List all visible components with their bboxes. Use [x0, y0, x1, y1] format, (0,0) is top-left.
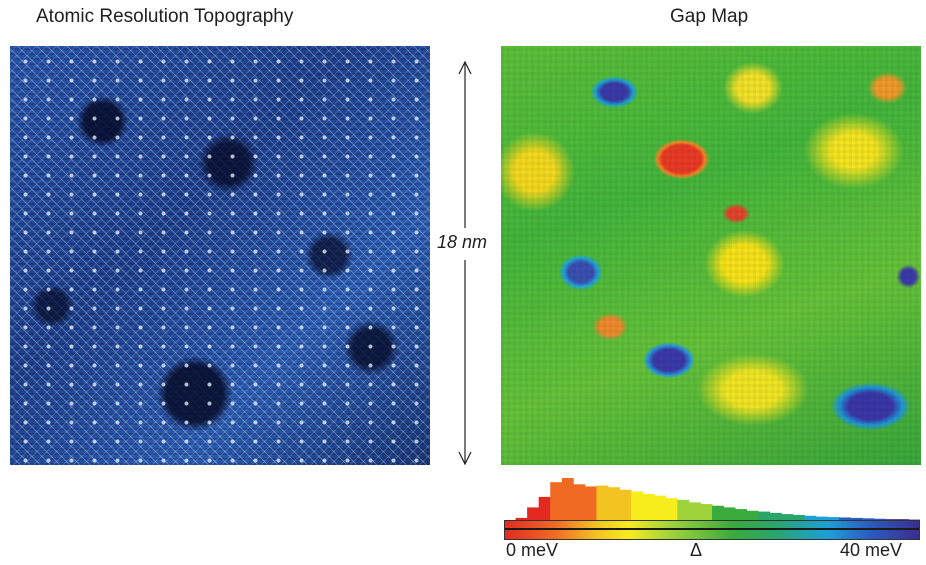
topography-title: Atomic Resolution Topography — [36, 6, 294, 27]
histogram-bar — [781, 514, 794, 520]
histogram-bar — [804, 515, 817, 520]
gap-map-title: Gap Map — [670, 6, 749, 27]
colorbar-max-label: 40 meV — [840, 540, 903, 560]
histogram-bar — [561, 478, 574, 520]
histogram-bar — [862, 518, 875, 520]
colorbar-min-label: 0 meV — [506, 540, 559, 560]
histogram-bar — [515, 517, 528, 520]
histogram-bar — [642, 493, 655, 520]
histogram-bar — [873, 518, 886, 520]
histogram-bar — [792, 514, 805, 520]
histogram-bar — [631, 491, 644, 520]
histogram-bar — [896, 519, 909, 520]
histogram-bar — [700, 504, 713, 520]
histogram-bar — [885, 519, 898, 520]
scale-label: 18 nm — [437, 232, 488, 252]
histogram-bar — [850, 517, 863, 520]
histogram-bar — [723, 507, 736, 520]
histogram-bar — [677, 499, 690, 520]
colorbar-mid-label: Δ — [690, 540, 703, 560]
histogram-bar — [608, 487, 620, 520]
histogram-bar — [654, 495, 667, 520]
histogram-bar — [712, 505, 724, 520]
gap-map-image — [501, 46, 921, 465]
histogram-bar — [746, 510, 759, 520]
histogram-bar — [665, 498, 678, 520]
histogram-bar — [619, 489, 632, 520]
histogram-bar — [816, 516, 828, 520]
scale-arrow — [458, 60, 472, 466]
histogram-bar — [573, 484, 586, 520]
gap-histogram — [515, 478, 920, 520]
histogram-bar — [596, 485, 609, 520]
histogram-bar — [538, 496, 551, 520]
histogram-bar — [550, 482, 563, 520]
histogram-bar — [758, 511, 771, 520]
histogram-bar — [735, 509, 748, 520]
histogram-bar — [527, 507, 540, 520]
histogram-bar — [827, 517, 840, 520]
histogram-bar — [839, 517, 852, 520]
colorbar-axis — [505, 528, 919, 530]
topography-image — [10, 46, 430, 465]
colorbar — [504, 520, 920, 540]
histogram-bar — [769, 512, 782, 520]
histogram-bar — [688, 502, 701, 520]
histogram-bar — [584, 486, 597, 520]
